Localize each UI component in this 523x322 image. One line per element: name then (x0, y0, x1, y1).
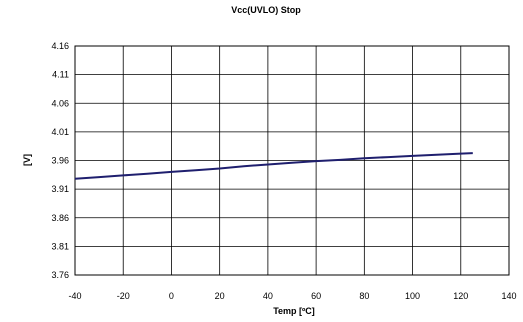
x-tick-label: 100 (405, 291, 420, 301)
y-tick-label: 4.06 (51, 98, 69, 108)
y-axis-label: [V] (22, 154, 32, 166)
x-tick-label: -40 (68, 291, 81, 301)
x-tick-label: -20 (117, 291, 130, 301)
x-tick-label: 20 (215, 291, 225, 301)
x-tick-label: 120 (453, 291, 468, 301)
x-axis-label: Temp [ºC] (273, 306, 315, 316)
chart-title: Vcc(UVLO) Stop (231, 5, 301, 15)
x-tick-label: 0 (169, 291, 174, 301)
y-tick-label: 3.91 (51, 184, 69, 194)
y-tick-label: 4.01 (51, 127, 69, 137)
x-tick-label: 60 (311, 291, 321, 301)
x-tick-label: 140 (501, 291, 516, 301)
grid (74, 45, 510, 276)
series-line (74, 152, 473, 180)
y-tick-label: 3.76 (51, 270, 69, 280)
y-tick-label: 4.11 (52, 70, 69, 80)
plot-area (74, 45, 510, 276)
y-tick-label: 3.86 (51, 213, 69, 223)
x-tick-label: 40 (263, 291, 273, 301)
y-tick-label: 3.81 (51, 241, 69, 251)
y-tick-label: 4.16 (51, 41, 69, 51)
x-tick-label: 80 (359, 291, 369, 301)
tick-labels: -40 -20 0 20 40 60 80 100 120 140 3.76 3.81 3.86 3.91… (51, 41, 516, 301)
y-tick-label: 3.96 (51, 156, 69, 166)
